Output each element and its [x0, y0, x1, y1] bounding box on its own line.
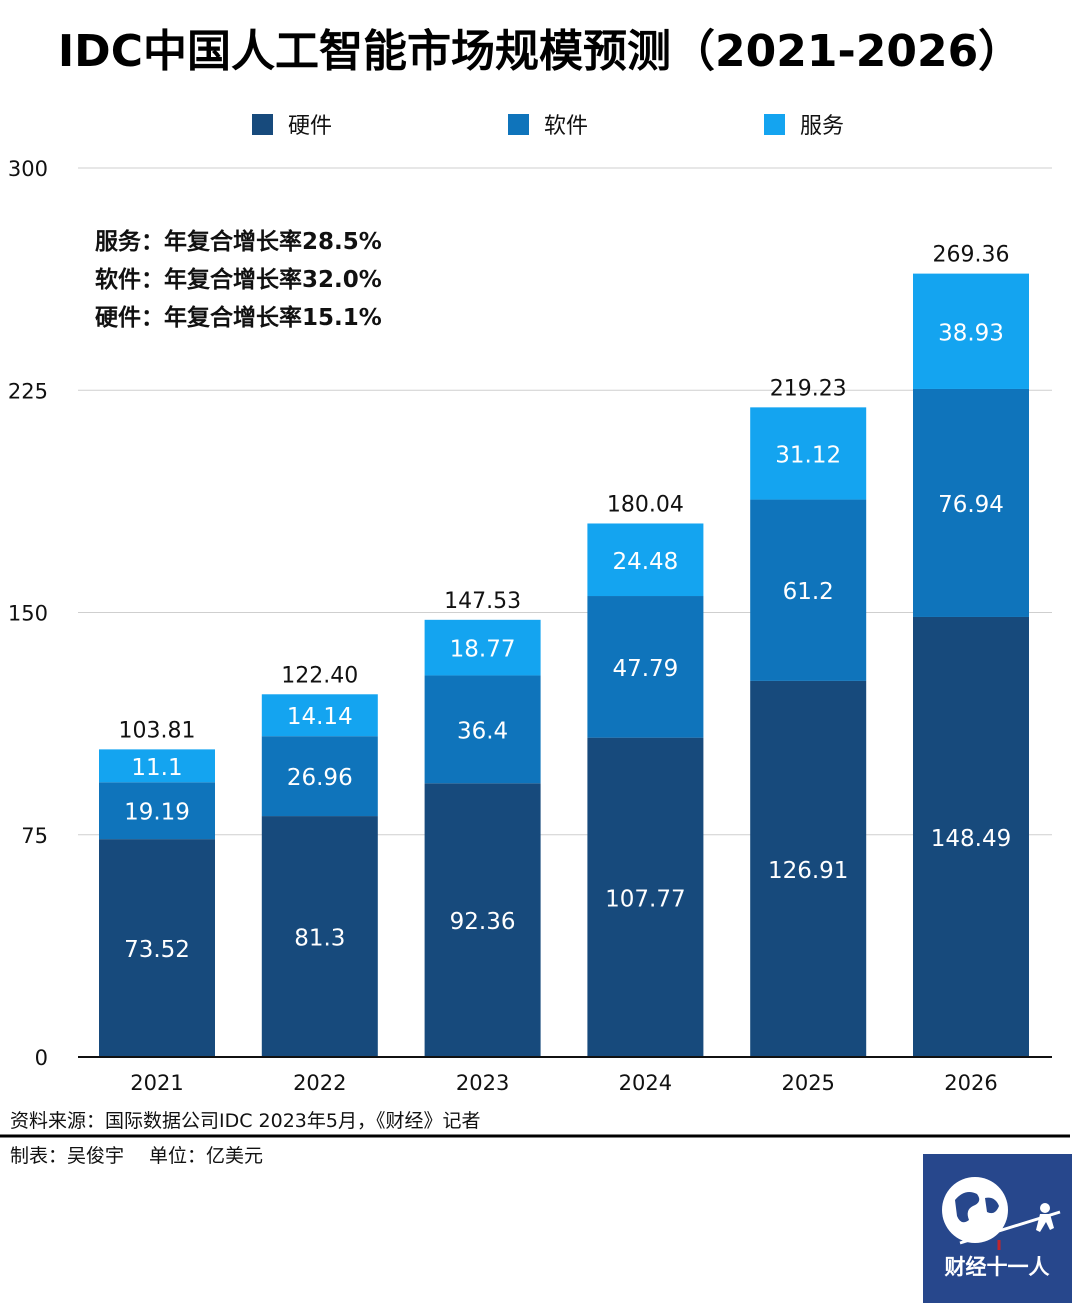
legend-swatch — [252, 114, 273, 135]
legend-swatch — [508, 114, 529, 135]
y-tick-label: 150 — [8, 602, 48, 626]
x-tick-label: 2022 — [293, 1071, 346, 1095]
cagr-note: 软件：年复合增长率32.0% — [95, 266, 382, 293]
bar-segment — [424, 675, 541, 784]
segment-label: 14.14 — [287, 704, 353, 730]
runner-icon — [1040, 1203, 1050, 1213]
segment-label: 76.94 — [938, 492, 1004, 518]
segment-label: 47.79 — [612, 656, 678, 682]
segment-label: 11.1 — [131, 755, 182, 781]
segment-label: 18.77 — [450, 637, 516, 663]
legend-swatch — [764, 114, 785, 135]
gridlines: 0 75 150 225 300 — [8, 157, 1052, 1070]
y-tick-label: 0 — [35, 1046, 48, 1070]
segment-label: 81.3 — [294, 926, 345, 952]
bar-segment — [99, 782, 215, 840]
bar-segment — [913, 388, 1029, 617]
legend-label: 软件 — [544, 114, 588, 139]
y-tick-label: 300 — [8, 157, 48, 181]
x-tick-label: 2023 — [456, 1071, 509, 1095]
total-label: 147.53 — [444, 589, 521, 614]
cagr-annotations: 服务：年复合增长率28.5% 软件：年复合增长率32.0% 硬件：年复合增长率15.… — [95, 228, 382, 331]
bar-segment — [913, 616, 1029, 1057]
segment-label: 61.2 — [783, 579, 834, 605]
bar-segment — [424, 783, 541, 1057]
y-tick-label: 225 — [8, 379, 48, 403]
bar-segment — [750, 407, 867, 500]
cagr-note: 硬件：年复合增长率15.1% — [95, 304, 382, 331]
segment-label: 31.12 — [775, 442, 841, 468]
segment-label: 92.36 — [450, 909, 516, 935]
globe-icon — [942, 1177, 1008, 1243]
bar-segment — [99, 839, 215, 1057]
x-tick-label: 2021 — [130, 1071, 183, 1095]
bar-segment — [587, 523, 704, 597]
total-label: 180.04 — [607, 492, 684, 517]
legend-label: 服务 — [800, 114, 844, 139]
bar-segment — [913, 273, 1029, 389]
total-label: 122.40 — [281, 663, 358, 688]
segment-label: 38.93 — [938, 320, 1004, 346]
bar-segment — [750, 499, 867, 681]
segment-label: 107.77 — [605, 886, 685, 912]
legend-label: 硬件 — [288, 114, 332, 139]
legend: 硬件 软件 服务 — [252, 114, 844, 139]
x-tick-label: 2025 — [781, 1071, 834, 1095]
segment-label: 26.96 — [287, 765, 353, 791]
x-tick-label: 2024 — [619, 1071, 672, 1095]
total-label: 219.23 — [770, 376, 847, 401]
bars: 73.52 19.19 11.1 103.81 2021 81.3 26.96 14.14 12… — [78, 243, 1052, 1095]
source-note: 资料来源：国际数据公司IDC 2023年5月，《财经》记者 — [10, 1110, 480, 1132]
bar-segment — [261, 816, 378, 1057]
cagr-note: 服务：年复合增长率28.5% — [95, 228, 382, 255]
globe-continents — [955, 1192, 999, 1223]
x-tick-label: 2026 — [944, 1071, 997, 1095]
bar-segment — [261, 694, 378, 737]
bar-segment — [261, 736, 378, 817]
bar-segment — [587, 737, 704, 1057]
bar-segment — [99, 749, 215, 783]
chart-title: IDC中国人工智能市场规模预测（2021-2026） — [58, 26, 1022, 77]
bar-segment — [587, 596, 704, 738]
y-tick-label: 75 — [21, 824, 48, 848]
segment-label: 24.48 — [612, 549, 678, 575]
segment-label: 73.52 — [124, 937, 190, 963]
segment-label: 126.91 — [768, 858, 848, 884]
bar-segment — [750, 680, 867, 1057]
total-label: 269.36 — [933, 243, 1010, 268]
credit-note: 制表：吴俊宇 单位：亿美元 — [10, 1145, 263, 1167]
segment-label: 19.19 — [124, 800, 190, 826]
segment-label: 36.4 — [457, 718, 508, 744]
total-label: 103.81 — [119, 718, 196, 743]
bar-segment — [424, 619, 541, 676]
segment-label: 148.49 — [931, 826, 1011, 852]
logo: 财经十一人 — [923, 1154, 1072, 1303]
logo-text: 财经十一人 — [945, 1255, 1050, 1279]
